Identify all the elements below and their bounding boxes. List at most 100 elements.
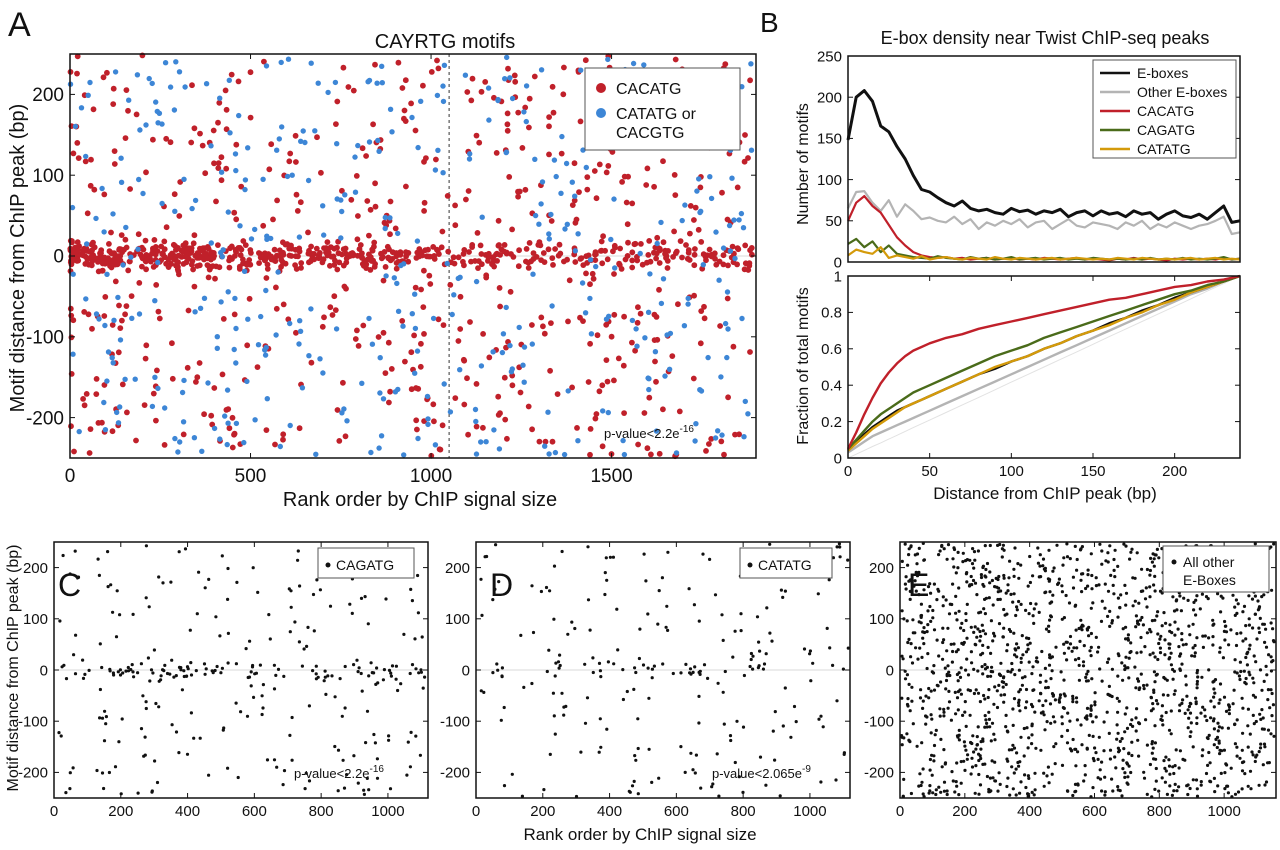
motif-point (410, 663, 415, 667)
motif-point (1215, 745, 1219, 750)
motif-point (184, 674, 188, 678)
catatg-cacgtg-point (321, 232, 327, 238)
motif-point (1264, 645, 1269, 649)
motif-point (1113, 548, 1117, 552)
motif-point (588, 628, 592, 632)
motif-point (1167, 758, 1171, 762)
motif-point (1107, 731, 1111, 736)
motif-point (1157, 641, 1161, 646)
motif-point (821, 725, 825, 729)
motif-point (1165, 678, 1169, 682)
catatg-cacgtg-point (355, 142, 361, 149)
motif-point (1224, 709, 1229, 714)
motif-point (1235, 745, 1239, 749)
motif-point (1188, 711, 1193, 715)
motif-point (1014, 767, 1018, 771)
motif-point (1133, 665, 1137, 669)
cacatg-point (525, 403, 532, 410)
motif-point (1011, 723, 1015, 728)
motif-point (954, 611, 958, 615)
cacatg-point (399, 85, 406, 91)
motif-point (921, 630, 925, 634)
catatg-cacgtg-point (565, 388, 571, 394)
cacatg-point (348, 250, 355, 257)
catatg-cacgtg-point (205, 380, 211, 386)
motif-point (107, 770, 111, 775)
motif-point (958, 675, 963, 680)
catatg-cacgtg-point (338, 235, 344, 241)
motif-point (1229, 766, 1233, 770)
catatg-cacgtg-point (274, 147, 280, 153)
motif-point (1169, 709, 1173, 713)
motif-point (925, 715, 929, 719)
motif-point (556, 660, 561, 664)
motif-point (1233, 722, 1237, 727)
motif-point (1037, 699, 1041, 703)
motif-point (1026, 792, 1030, 796)
cacatg-point (151, 237, 158, 243)
motif-point (1268, 706, 1272, 710)
motif-point (1091, 734, 1095, 739)
motif-point (1016, 562, 1020, 566)
motif-point (1227, 643, 1231, 647)
motif-point (706, 676, 710, 681)
motif-point (1160, 624, 1164, 628)
motif-point (937, 553, 941, 557)
motif-point (1044, 699, 1048, 703)
motif-point (1247, 670, 1251, 674)
motif-point (1137, 687, 1141, 692)
cacatg-point (93, 391, 100, 397)
cacatg-point (582, 57, 589, 64)
cacatg-point (495, 242, 502, 249)
motif-point (579, 750, 583, 754)
catatg-cacgtg-point (352, 154, 358, 160)
motif-point (603, 592, 607, 597)
cacatg-point (594, 332, 601, 339)
motif-point (955, 696, 960, 700)
motif-point (969, 650, 974, 654)
panel-e-legend-dot (1171, 559, 1177, 565)
cacatg-point (708, 436, 715, 442)
catatg-cacgtg-point (110, 211, 116, 217)
motif-point (765, 606, 769, 610)
motif-point (1030, 733, 1034, 737)
motif-point (293, 620, 297, 624)
cacatg-point (596, 161, 603, 168)
catatg-cacgtg-point (621, 451, 628, 458)
motif-point (1248, 732, 1252, 736)
motif-point (1012, 697, 1017, 701)
motif-point (1090, 587, 1094, 591)
motif-point (150, 789, 154, 793)
catatg-cacgtg-point (713, 229, 719, 235)
motif-point (234, 701, 238, 705)
motif-point (83, 672, 87, 677)
motif-point (399, 682, 403, 686)
motif-point (647, 747, 651, 751)
catatg-cacgtg-point (521, 379, 527, 385)
motif-point (684, 662, 688, 667)
cacatg-point (609, 149, 616, 155)
motif-point (520, 794, 525, 798)
cacatg-point (589, 270, 596, 277)
motif-point (927, 791, 931, 795)
panel-d-marks (476, 542, 850, 799)
motif-point (539, 589, 544, 594)
motif-point (827, 578, 831, 582)
catatg-cacgtg-point (401, 452, 407, 458)
cacatg-point (457, 326, 464, 332)
motif-point (311, 669, 315, 673)
cacatg-point (445, 248, 452, 255)
motif-point (910, 699, 914, 703)
motif-point (1027, 776, 1031, 781)
motif-point (1219, 771, 1223, 776)
motif-point (924, 722, 928, 726)
motif-point (1172, 669, 1176, 673)
motif-point (1120, 737, 1124, 741)
motif-point (965, 757, 969, 761)
motif-point (72, 653, 76, 657)
motif-point (938, 714, 942, 718)
motif-point (366, 622, 370, 626)
motif-point (1163, 780, 1167, 784)
cacatg-point (169, 375, 176, 382)
motif-point (636, 717, 640, 721)
